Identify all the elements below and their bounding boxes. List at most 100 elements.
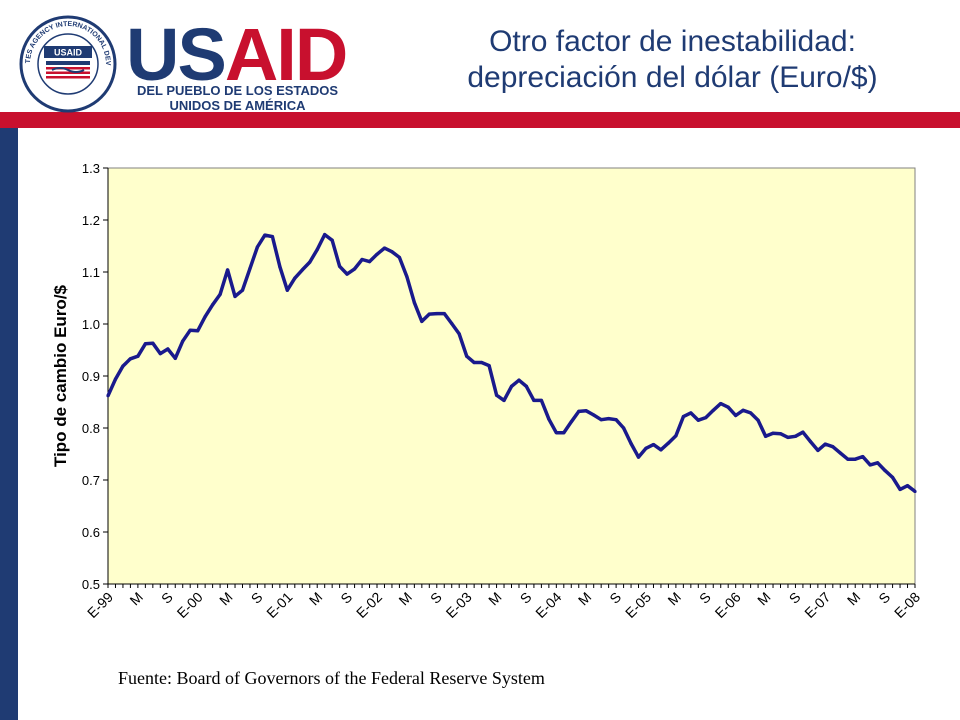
data-point (323, 232, 327, 237)
x-tick-label: E-04 (532, 589, 564, 621)
y-tick-label: 1.1 (82, 265, 100, 280)
data-point (450, 321, 454, 326)
data-point (823, 442, 827, 446)
plot-area (107, 167, 916, 585)
data-point (442, 312, 446, 316)
data-point (614, 418, 618, 422)
slide-title-line-2: depreciación del dólar (Euro/$) (467, 61, 878, 94)
x-tick-label: S (337, 589, 355, 607)
data-point (382, 246, 387, 250)
x-tick-label: S (875, 589, 893, 607)
data-point (278, 265, 282, 269)
data-point (136, 354, 140, 358)
data-point (173, 356, 177, 360)
data-point (360, 257, 364, 262)
data-point (233, 294, 237, 299)
data-point (719, 401, 723, 406)
data-point (734, 413, 738, 418)
data-point (696, 418, 700, 422)
data-point (293, 276, 297, 280)
data-point (472, 360, 476, 365)
x-tick-label: E-99 (84, 589, 116, 621)
data-point (143, 342, 147, 346)
data-point (786, 435, 790, 439)
data-point (674, 434, 678, 438)
x-tick-label: S (427, 589, 445, 607)
usaid-seal-logo: USAID UNITED STATES AGENCY INTERNATIONAL… (18, 14, 117, 113)
data-point (211, 303, 215, 307)
x-axis: E-99 M SE-00 M SE-01 M SE-02 M SE-03 M SE-04 M SE-05… (84, 583, 923, 621)
data-point (240, 288, 245, 292)
data-point (330, 238, 334, 242)
data-point (547, 417, 551, 421)
x-tick-label: E-01 (263, 589, 295, 621)
x-tick-label: E-00 (174, 589, 206, 621)
series-layer (106, 232, 917, 494)
data-point (532, 398, 536, 403)
data-point (218, 292, 222, 296)
svg-text:USAID: USAID (54, 48, 83, 58)
data-point (554, 431, 558, 435)
data-point (397, 255, 402, 260)
x-tick-label: E-02 (353, 589, 385, 621)
data-point (113, 377, 118, 381)
slide-title: Otro factor de inestabilidad: depreciaci… (420, 24, 925, 96)
data-point (106, 394, 110, 398)
y-tick-label: 1.2 (82, 213, 100, 228)
y-tick-label: 0.5 (82, 577, 100, 592)
data-point (816, 448, 820, 452)
y-tick-label: 0.6 (82, 525, 100, 540)
data-point (562, 431, 566, 435)
data-point (778, 432, 783, 436)
data-point (726, 405, 730, 409)
data-point (270, 235, 274, 239)
data-point (741, 408, 745, 412)
data-point (689, 411, 693, 415)
usaid-tagline: DEL PUEBLO DE LOS ESTADOS UNIDOS DE AMÉR… (136, 83, 339, 113)
x-tick-label: S (158, 589, 176, 607)
data-point (420, 319, 424, 323)
data-point (890, 475, 895, 479)
data-point (539, 398, 543, 403)
x-tick-label: M (306, 589, 326, 609)
data-point (315, 248, 319, 252)
y-tick-label: 0.8 (82, 421, 100, 436)
data-point (853, 457, 857, 461)
data-point (412, 301, 416, 305)
data-point (158, 352, 162, 356)
x-tick-label: M (126, 589, 146, 609)
x-tick-label: S (248, 589, 266, 607)
data-point (569, 420, 573, 424)
data-point (876, 461, 880, 465)
data-point (181, 339, 185, 343)
data-point (487, 364, 491, 368)
data-point (749, 411, 753, 415)
data-point (704, 416, 708, 420)
x-tick-label: M (485, 589, 505, 609)
data-point (225, 268, 230, 272)
x-tick-label: S (786, 589, 804, 607)
x-tick-label: E-03 (443, 589, 475, 621)
data-point (621, 426, 626, 430)
data-point (607, 417, 611, 421)
data-point (405, 275, 409, 279)
data-point (651, 443, 656, 447)
data-point (756, 418, 760, 422)
y-axis-label: Tipo de cambio Euro/$ (51, 284, 70, 467)
x-tick-label: M (844, 589, 864, 609)
data-point (480, 360, 484, 365)
data-point (771, 431, 775, 435)
data-point (517, 378, 521, 382)
data-point (263, 233, 267, 237)
data-point (599, 418, 603, 422)
data-point (861, 455, 865, 459)
data-point (584, 409, 588, 413)
data-point (188, 328, 192, 332)
data-point (577, 409, 581, 413)
data-point (711, 408, 715, 412)
data-point (868, 463, 872, 467)
data-point (838, 451, 842, 455)
data-point (592, 413, 596, 417)
y-tick-label: 0.9 (82, 369, 100, 384)
y-tick-label: 0.7 (82, 473, 100, 488)
